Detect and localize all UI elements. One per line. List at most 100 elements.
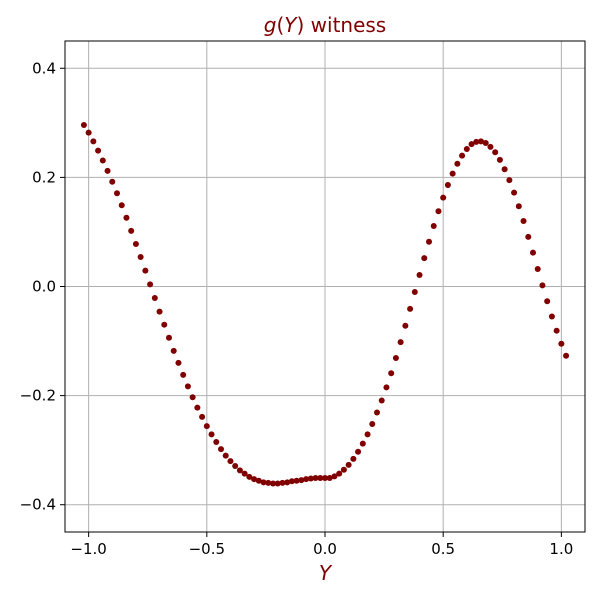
- data-point: [478, 138, 484, 145]
- data-point: [506, 177, 513, 184]
- data-point: [156, 308, 163, 315]
- data-point: [383, 384, 390, 391]
- y-tick-label: 0.4: [32, 59, 56, 77]
- data-point: [142, 267, 149, 274]
- x-tick-labels: −1.0 −0.5 0.0 0.5 1.0: [70, 540, 573, 558]
- data-point: [378, 397, 385, 404]
- grid: [65, 41, 585, 532]
- data-point: [298, 477, 305, 484]
- data-point: [123, 214, 130, 221]
- data-point: [402, 322, 409, 329]
- data-point: [279, 479, 286, 486]
- data-point: [534, 266, 541, 273]
- data-point: [468, 141, 475, 148]
- data-point: [435, 208, 442, 215]
- data-point: [99, 157, 106, 164]
- data-points: [80, 122, 570, 487]
- data-point: [530, 249, 536, 256]
- y-tick-label: 0.2: [32, 168, 56, 186]
- x-tick-label: −1.0: [70, 540, 106, 558]
- y-tick-label: −0.4: [20, 496, 56, 514]
- data-point: [132, 240, 139, 247]
- data-point: [274, 480, 281, 487]
- data-point: [322, 474, 328, 481]
- data-point: [184, 383, 191, 390]
- data-point: [496, 156, 503, 163]
- data-point: [189, 394, 196, 401]
- data-point: [303, 476, 310, 483]
- data-point: [284, 479, 291, 486]
- data-point: [336, 470, 343, 477]
- data-point: [463, 146, 470, 153]
- tick-marks: [60, 67, 562, 537]
- data-point: [288, 478, 295, 485]
- data-point: [251, 476, 258, 483]
- data-point: [558, 340, 565, 347]
- data-point: [369, 420, 376, 427]
- data-point: [109, 178, 116, 185]
- data-point: [199, 413, 206, 420]
- data-point: [397, 339, 404, 346]
- x-tick-label: 0.5: [431, 540, 455, 558]
- data-point: [364, 431, 371, 438]
- data-point: [355, 448, 362, 455]
- data-point: [345, 461, 352, 468]
- x-tick-label: 0.0: [313, 540, 337, 558]
- y-tick-label: 0.0: [32, 278, 56, 296]
- data-point: [331, 473, 338, 480]
- data-point: [544, 298, 551, 305]
- data-point: [85, 129, 92, 136]
- data-point: [454, 160, 461, 167]
- data-point: [170, 347, 177, 354]
- data-point: [114, 190, 120, 197]
- data-point: [147, 281, 154, 288]
- data-point: [407, 305, 414, 312]
- data-point: [137, 254, 144, 261]
- data-point: [307, 475, 314, 482]
- data-point: [104, 167, 111, 174]
- data-point: [293, 477, 300, 484]
- data-point: [118, 202, 125, 209]
- data-point: [180, 371, 187, 378]
- data-point: [166, 334, 172, 341]
- data-point: [563, 352, 570, 359]
- data-point: [511, 189, 518, 196]
- data-point: [222, 452, 229, 459]
- data-point: [388, 370, 395, 377]
- data-point: [539, 282, 546, 289]
- data-point: [440, 194, 447, 201]
- data-point: [473, 138, 480, 145]
- data-point: [232, 462, 239, 469]
- data-point: [392, 354, 399, 361]
- data-point: [265, 479, 272, 486]
- data-point: [501, 166, 508, 173]
- data-point: [426, 238, 432, 245]
- data-point: [260, 479, 267, 486]
- data-point: [553, 327, 560, 334]
- data-point: [444, 182, 451, 189]
- data-point: [227, 458, 234, 465]
- data-point: [270, 480, 276, 487]
- data-point: [175, 359, 182, 366]
- x-axis-label: Y: [319, 561, 333, 585]
- data-point: [487, 143, 494, 150]
- data-point: [449, 170, 456, 177]
- data-point: [151, 294, 158, 301]
- data-point: [312, 474, 319, 481]
- data-point: [246, 473, 253, 480]
- chart-title: g(Y) witness: [264, 13, 386, 37]
- x-tick-label: −0.5: [189, 540, 225, 558]
- data-point: [128, 227, 135, 234]
- data-point: [241, 470, 248, 477]
- data-point: [218, 446, 224, 453]
- x-tick-label: 1.0: [549, 540, 573, 558]
- data-point: [236, 467, 243, 474]
- data-point: [340, 466, 347, 473]
- data-point: [90, 138, 97, 145]
- data-point: [161, 321, 168, 328]
- data-point: [359, 440, 366, 447]
- data-point: [492, 149, 499, 156]
- data-point: [203, 423, 210, 430]
- data-point: [482, 140, 489, 147]
- data-point: [548, 313, 555, 320]
